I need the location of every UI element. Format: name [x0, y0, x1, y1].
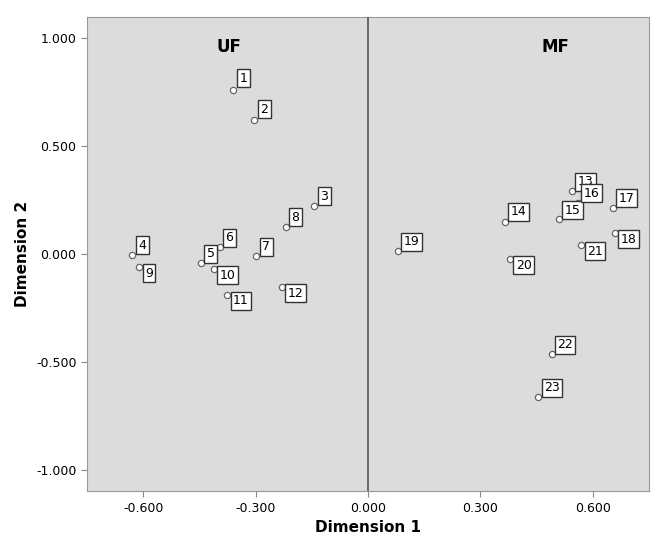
Text: 16: 16 [583, 187, 599, 200]
Text: 7: 7 [262, 241, 270, 253]
Text: 5: 5 [207, 247, 215, 261]
Text: 9: 9 [145, 267, 153, 280]
Text: MF: MF [541, 38, 569, 56]
Text: 23: 23 [544, 381, 560, 394]
Text: 2: 2 [260, 103, 268, 116]
Text: 3: 3 [320, 189, 328, 203]
Text: 1: 1 [240, 72, 248, 84]
Text: 18: 18 [621, 233, 637, 246]
Text: 19: 19 [403, 235, 419, 248]
Text: 15: 15 [565, 204, 581, 217]
Text: 8: 8 [291, 211, 299, 224]
Y-axis label: Dimension 2: Dimension 2 [15, 201, 31, 307]
X-axis label: Dimension 1: Dimension 1 [315, 520, 421, 535]
Text: 13: 13 [578, 175, 593, 188]
Text: 21: 21 [587, 245, 603, 258]
Text: 14: 14 [510, 205, 526, 219]
Text: 10: 10 [220, 269, 236, 282]
Text: 17: 17 [619, 192, 635, 205]
Text: 4: 4 [138, 239, 147, 252]
Text: 11: 11 [233, 294, 249, 307]
Text: 22: 22 [557, 338, 573, 351]
Text: 20: 20 [516, 259, 532, 272]
Text: 6: 6 [225, 231, 233, 244]
Text: 12: 12 [288, 287, 303, 300]
Text: UF: UF [217, 38, 242, 56]
